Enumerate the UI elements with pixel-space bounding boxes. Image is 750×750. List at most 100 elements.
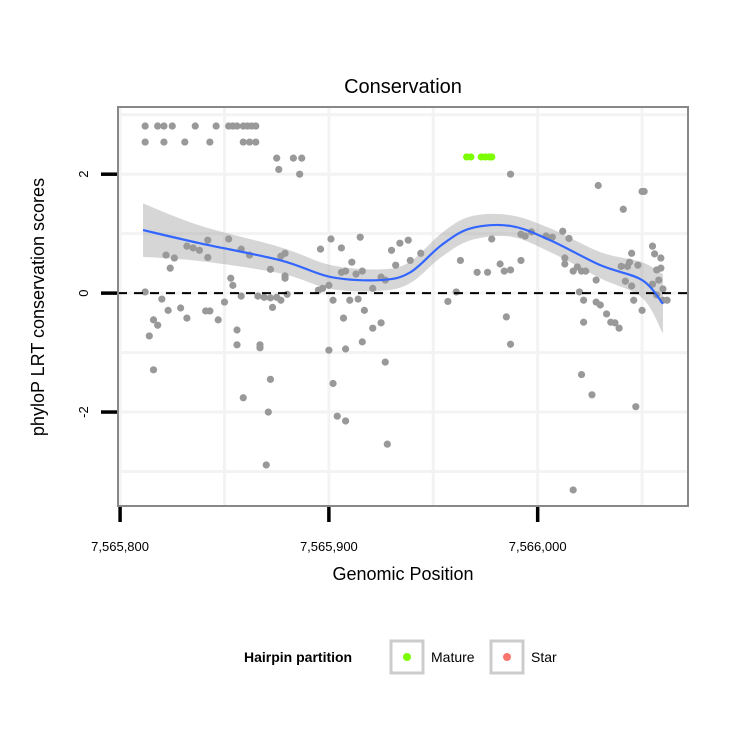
data-point-other: [266, 375, 275, 383]
data-point-other: [638, 187, 646, 196]
data-point-other: [170, 254, 178, 262]
data-point-other: [561, 254, 569, 262]
data-point-other: [623, 262, 632, 270]
data-point-other: [325, 346, 333, 354]
data-point-other: [615, 324, 623, 332]
x-axis-label: Genomic Position: [332, 564, 473, 584]
data-point-other: [456, 256, 465, 265]
data-point-other: [266, 265, 275, 273]
data-point-other: [252, 138, 260, 146]
data-point-other: [212, 122, 220, 130]
data-point-other: [329, 296, 337, 304]
data-point-other: [283, 290, 291, 298]
data-point-other: [369, 324, 377, 332]
data-point-other: [160, 138, 168, 146]
data-point-other: [502, 313, 510, 321]
data-point-other: [483, 268, 492, 276]
data-point-other: [183, 242, 191, 250]
data-point-other: [417, 249, 425, 257]
data-point-other: [657, 264, 665, 272]
data-point-other: [254, 292, 262, 300]
data-point-other: [628, 249, 636, 257]
data-point-other: [577, 370, 586, 379]
data-point-other: [191, 122, 199, 130]
data-point-other: [154, 321, 162, 329]
data-point-other: [233, 326, 241, 334]
data-point-other: [233, 122, 241, 130]
data-point-other: [296, 170, 304, 178]
data-point-other: [488, 235, 496, 243]
data-point-other: [264, 408, 272, 416]
data-point-other: [621, 277, 629, 285]
data-point-other: [500, 267, 508, 275]
legend: Hairpin partition Mature Star: [244, 639, 557, 675]
data-point-other: [358, 267, 366, 275]
data-point-other: [517, 256, 525, 265]
legend-key-star: [489, 639, 525, 675]
y-axis-label: phyloP LRT conservation scores: [28, 178, 48, 436]
data-point-other: [281, 274, 289, 282]
data-point-other: [316, 245, 325, 253]
legend-key-mature: [389, 639, 425, 675]
data-point-other: [569, 486, 577, 494]
data-point-other: [580, 318, 588, 326]
data-point-other: [341, 345, 350, 353]
data-point-other: [565, 234, 573, 243]
y-tick-label: 0: [76, 290, 91, 297]
data-point-other: [333, 412, 341, 420]
data-point-other: [337, 244, 346, 252]
data-point-other: [352, 270, 360, 278]
data-point-other: [444, 297, 452, 306]
y-axis: -2 0 2: [76, 171, 117, 418]
data-point-other: [164, 306, 172, 314]
legend-label-star: Star: [531, 649, 557, 665]
data-point-other: [617, 262, 625, 270]
legend-marker-mature: [403, 653, 411, 661]
legend-marker-star: [503, 653, 511, 661]
data-point-other: [548, 233, 556, 241]
data-point-other: [404, 236, 412, 244]
data-point-other: [252, 122, 260, 130]
data-point-other: [189, 244, 197, 252]
data-point-other: [452, 288, 460, 296]
data-point-other: [632, 403, 640, 411]
legend-label-mature: Mature: [431, 649, 475, 665]
data-point-other: [659, 285, 667, 293]
data-point-other: [239, 138, 247, 146]
data-point-other: [141, 122, 149, 130]
data-point-other: [648, 280, 657, 288]
data-point-other: [561, 260, 569, 268]
data-point-other: [262, 461, 270, 469]
data-point-other: [281, 249, 289, 257]
data-point-other: [648, 242, 657, 250]
data-point-other: [181, 138, 189, 146]
data-point-other: [168, 122, 176, 130]
data-point-other: [289, 154, 297, 162]
data-point-other: [582, 267, 590, 275]
data-point-other: [634, 261, 642, 269]
data-point-other: [369, 284, 377, 292]
data-point-other: [206, 307, 214, 315]
data-point-other: [594, 181, 602, 190]
x-axis: 7,565,800 7,565,900 7,566,000: [91, 507, 567, 554]
data-point-other: [392, 261, 400, 269]
data-point-other: [141, 138, 149, 146]
x-tick-label: 7,566,000: [509, 539, 567, 554]
data-point-other: [166, 264, 174, 272]
data-point-other: [611, 319, 619, 327]
y-tick-label: -2: [76, 406, 91, 418]
data-point-other: [220, 298, 229, 306]
data-point-other: [638, 306, 646, 314]
data-point-other: [346, 296, 354, 304]
data-point-other: [214, 316, 222, 324]
data-point-other: [341, 417, 350, 425]
data-point-other: [650, 250, 659, 258]
data-point-other: [160, 122, 168, 130]
data-point-other: [149, 366, 158, 374]
data-point-other: [227, 274, 235, 282]
data-point-other: [602, 310, 611, 318]
data-point-other: [177, 304, 185, 312]
data-point-other: [268, 303, 277, 311]
data-point-other: [619, 205, 627, 213]
